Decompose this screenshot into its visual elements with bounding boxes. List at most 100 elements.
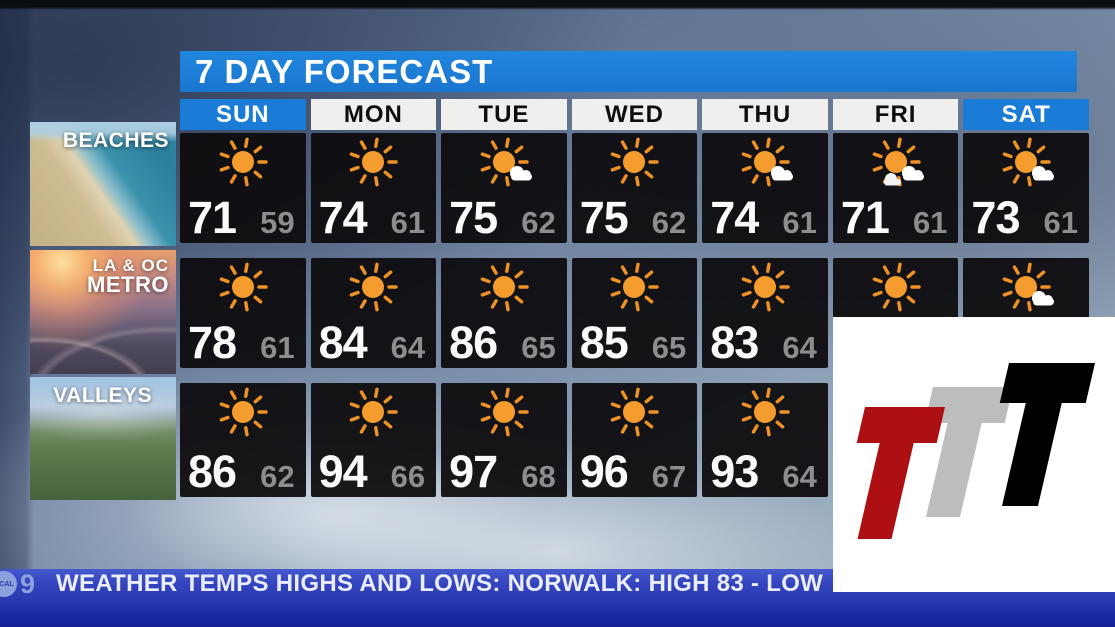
channel-9-icon: 9: [20, 569, 36, 599]
forecast-cell: 78 61: [180, 258, 306, 368]
region-label-metro: LA & OC METRO: [87, 257, 169, 296]
low-temp: 66: [390, 459, 426, 494]
valleys-photo: VALLEYS: [30, 377, 176, 500]
beaches-photo: BEACHES: [30, 122, 176, 246]
low-temp: 65: [651, 330, 687, 365]
forecast-cell: 86 65: [441, 258, 567, 368]
high-temp: 83: [710, 317, 759, 368]
day-header-mon: MON: [310, 99, 437, 130]
ticker-lower-bar: [0, 599, 1115, 627]
region-label-valleys: VALLEYS: [53, 384, 152, 407]
region-label-beaches: BEACHES: [62, 129, 169, 152]
logo-letter-t-red: [856, 407, 945, 539]
forecast-cell: 83 64: [702, 258, 828, 368]
high-temp: 74: [710, 192, 759, 243]
weather-icon: [601, 386, 667, 444]
high-temp: 96: [579, 446, 629, 497]
weather-icon: [732, 136, 798, 194]
region-label-metro-line1: LA & OC: [92, 256, 169, 275]
low-temp: 68: [521, 459, 556, 494]
logo-letter-t-black: [999, 363, 1095, 506]
day-header-thu: THU: [702, 99, 828, 130]
high-temp: 94: [318, 446, 368, 497]
forecast-cell: 74 61: [310, 133, 437, 243]
weather-icon: [993, 136, 1059, 194]
low-temp: 62: [521, 205, 556, 240]
forecast-row-metro: 78 61 84 64 86 65 85 65 83 64: [180, 258, 1089, 368]
high-temp: 85: [579, 317, 629, 368]
weather-icon: [340, 386, 406, 444]
ticker-text: WEATHER TEMPS HIGHS AND LOWS: NORWALK: H…: [56, 570, 824, 597]
weather-icon: [340, 261, 406, 319]
low-temp: 67: [651, 459, 687, 494]
weather-icon: [210, 386, 276, 444]
forecast-cell: 84 64: [310, 258, 437, 368]
high-temp: 75: [449, 192, 498, 243]
low-temp: 61: [390, 205, 426, 240]
low-temp: 59: [260, 205, 295, 240]
weather-icon: [732, 386, 798, 444]
kcal9-logo: KCAL 9: [0, 569, 56, 599]
weather-icon: [471, 386, 537, 444]
forecast-row-beaches: 71 59 74 61 75 62 75 62 74 61 71 61 73 61: [180, 133, 1089, 243]
weather-icon: [993, 261, 1059, 319]
forecast-cell: 75 62: [441, 133, 567, 243]
high-temp: 86: [449, 317, 498, 368]
forecast-cell: 94 66: [310, 383, 437, 497]
low-temp: 62: [651, 205, 687, 240]
forecast-cell: 74 61: [702, 133, 828, 243]
low-temp: 64: [782, 459, 817, 494]
high-temp: 78: [188, 317, 237, 368]
day-header-wed: WED: [571, 99, 698, 130]
forecast-cell: 86 62: [180, 383, 306, 497]
forecast-cell: 75 62: [571, 133, 698, 243]
high-temp: 84: [318, 317, 368, 368]
low-temp: 64: [390, 330, 426, 365]
forecast-cell: 97 68: [441, 383, 567, 497]
low-temp: 61: [782, 205, 817, 240]
weather-icon: [732, 261, 798, 319]
weather-icon: [601, 136, 667, 194]
low-temp: 64: [782, 330, 817, 365]
high-temp: 93: [710, 446, 759, 497]
high-temp: 74: [318, 192, 368, 243]
weather-icon: [210, 261, 276, 319]
low-temp: 61: [1043, 205, 1078, 240]
weather-icon: [863, 136, 929, 194]
top-letterbox-strip: [0, 0, 1115, 10]
forecast-cell: 93 64: [702, 383, 828, 497]
forecast-cell: 85 65: [571, 258, 698, 368]
day-header-sat: SAT: [963, 99, 1089, 130]
ttt-logo: [856, 363, 1095, 539]
low-temp: 65: [521, 330, 556, 365]
high-temp: 73: [971, 192, 1020, 243]
forecast-cell: 73 61: [963, 133, 1089, 243]
day-header-sun: SUN: [180, 99, 306, 130]
weather-icon: [471, 261, 537, 319]
day-header-tue: TUE: [441, 99, 567, 130]
day-header-fri: FRI: [832, 99, 959, 130]
low-temp: 61: [260, 330, 295, 365]
weather-icon: [210, 136, 276, 194]
page-title: 7 DAY FORECAST: [180, 51, 1077, 92]
high-temp: 75: [579, 192, 629, 243]
high-temp: 97: [449, 446, 498, 497]
region-label-metro-line2: METRO: [87, 272, 169, 297]
high-temp: 86: [188, 446, 237, 497]
low-temp: 62: [260, 459, 295, 494]
la-oc-metro-photo: LA & OC METRO: [30, 250, 176, 374]
overlay-logo-box: [833, 317, 1115, 592]
high-temp: 71: [188, 192, 237, 243]
forecast-cell: 96 67: [571, 383, 698, 497]
low-temp: 61: [912, 205, 948, 240]
kcal-circle-icon: KCAL: [0, 571, 17, 597]
weather-icon: [471, 136, 537, 194]
high-temp: 71: [840, 192, 890, 243]
forecast-cell: 71 61: [832, 133, 959, 243]
weather-icon: [601, 261, 667, 319]
day-header-row: SUN MON TUE WED THU FRI SAT: [180, 99, 1089, 130]
weather-icon: [340, 136, 406, 194]
logo-letter-t-gray: [924, 387, 1013, 517]
forecast-cell: 71 59: [180, 133, 306, 243]
